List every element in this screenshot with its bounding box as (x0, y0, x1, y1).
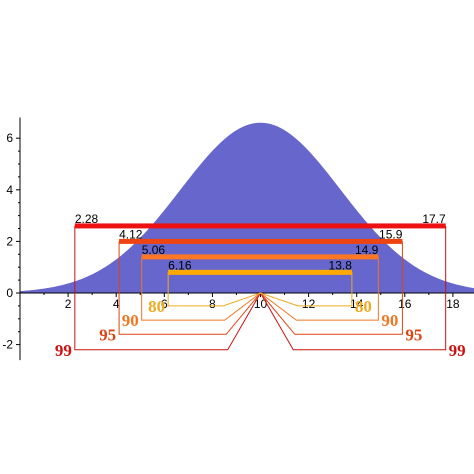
x-tick-label: 2 (65, 297, 72, 311)
interval-upper-label: 15.9 (379, 227, 403, 241)
interval-upper-label: 13.8 (329, 258, 353, 272)
confidence-level-label-right: 90 (381, 311, 398, 330)
x-tick-label: 16 (398, 297, 412, 311)
interval-lower-label: 5.06 (142, 243, 166, 257)
interval-bar (141, 254, 379, 260)
interval-connector-left (167, 272, 261, 307)
interval-bar (168, 269, 352, 275)
x-tick-label: 8 (209, 297, 216, 311)
distribution-area (20, 122, 474, 293)
y-tick-label: 2 (6, 234, 13, 248)
confidence-level-label-right: 95 (405, 325, 422, 344)
interval-lower-label: 6.16 (168, 258, 192, 272)
confidence-level-label-left: 90 (122, 311, 139, 330)
distribution-curve-layer (20, 122, 474, 293)
interval-upper-label: 17.7 (422, 212, 446, 226)
interval-90 (141, 256, 379, 321)
interval-lower-label: 2.28 (75, 212, 99, 226)
y-tick-label: 6 (6, 131, 13, 145)
y-tick-label: 4 (6, 183, 13, 197)
y-tick-label: 0 (6, 286, 13, 300)
interval-connector-right (260, 256, 379, 321)
interval-connector-right (260, 241, 403, 335)
interval-bar (74, 223, 446, 229)
interval-connector-left (118, 241, 261, 335)
interval-95 (118, 241, 403, 335)
interval-80 (167, 272, 353, 307)
intervals-layer: 2.28 17.7 99 99 4.12 15.9 95 95 5.06 14.9 90 90 6.16… (55, 212, 466, 360)
confidence-level-label-left: 99 (55, 341, 72, 360)
interval-connector-right (260, 225, 447, 351)
confidence-level-label-right: 80 (355, 297, 372, 316)
x-tick-label: 4 (113, 297, 120, 311)
confidence-level-label-right: 99 (449, 341, 466, 360)
interval-99 (74, 225, 447, 351)
x-tick-label: 6 (161, 297, 168, 311)
interval-bar (119, 238, 403, 244)
confidence-level-label-left: 95 (99, 325, 116, 344)
interval-upper-label: 14.9 (355, 243, 379, 257)
interval-lower-label: 4.12 (119, 227, 143, 241)
x-tick-label: 12 (302, 297, 316, 311)
interval-connector-left (74, 225, 261, 351)
x-tick-label: 14 (350, 297, 364, 311)
axes-layer: 2 4 6 8 10 12 14 16 18 -2 0 2 4 6 (2, 117, 474, 361)
interval-connector-right (260, 272, 353, 307)
confidence-level-label-left: 80 (148, 297, 165, 316)
interval-connector-left (141, 256, 261, 321)
y-tick-label: -2 (2, 338, 13, 352)
x-tick-label: 10 (254, 297, 268, 311)
x-tick-label: 18 (446, 297, 460, 311)
